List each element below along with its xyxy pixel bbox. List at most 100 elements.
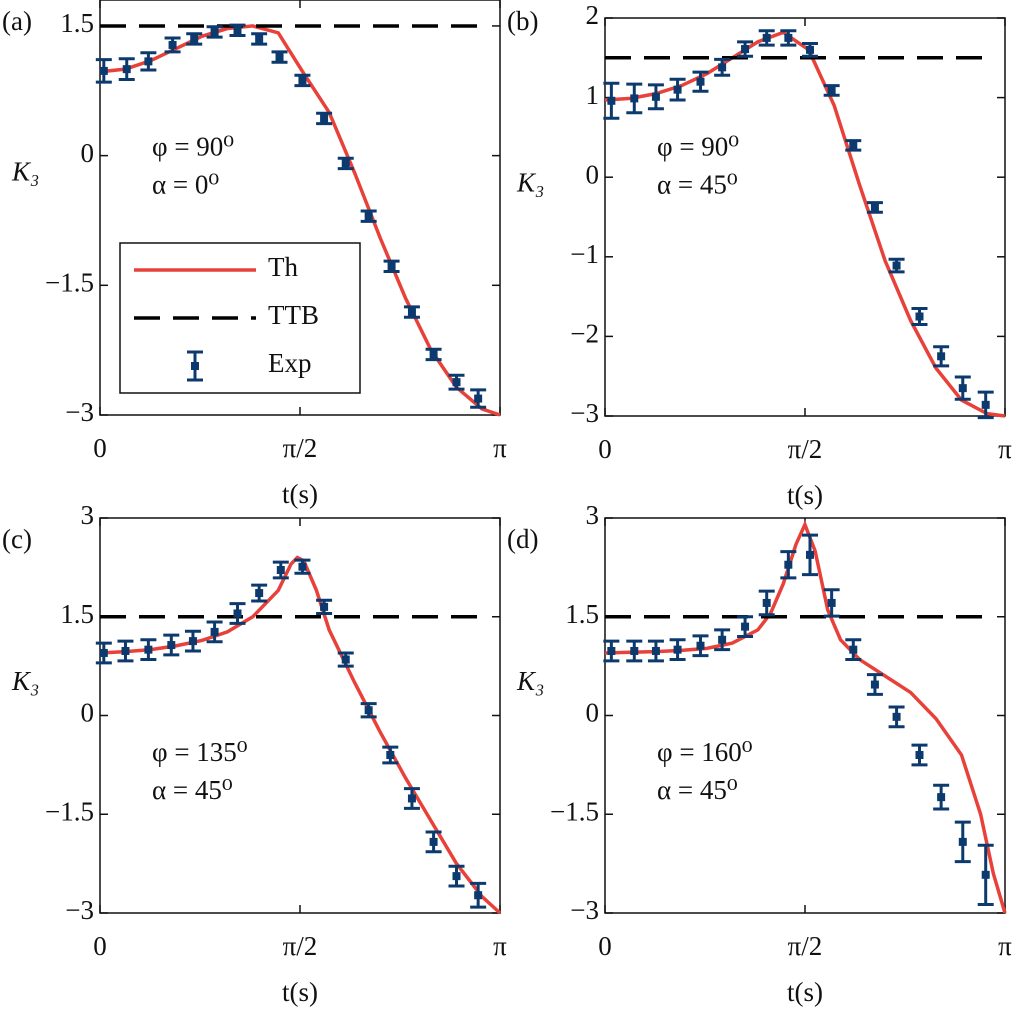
data-point (121, 646, 130, 655)
data-point (762, 598, 771, 607)
y-tick-label: −3 (65, 895, 94, 925)
data-point (474, 394, 483, 403)
data-point (651, 646, 660, 655)
data-point (827, 598, 836, 607)
data-point (122, 65, 131, 74)
data-point (387, 262, 396, 271)
x-tick-label: π (493, 931, 507, 961)
data-point (937, 793, 946, 802)
data-point (958, 384, 967, 393)
data-point (255, 589, 264, 598)
data-point (188, 637, 197, 646)
data-point (275, 53, 284, 62)
annotation: α = 45⁰ (657, 775, 738, 805)
data-point (233, 609, 242, 618)
y-tick-label: −3 (570, 895, 599, 925)
y-tick-label: 1 (586, 80, 600, 110)
data-point (958, 837, 967, 846)
data-point (429, 837, 438, 846)
data-point (892, 261, 901, 270)
data-point (168, 40, 177, 49)
data-point (341, 159, 350, 168)
data-point (386, 751, 395, 759)
data-point (298, 562, 307, 571)
y-tick-label: −1 (570, 239, 599, 269)
legend-label: Th (268, 252, 298, 282)
y-tick-label: −2 (570, 319, 599, 349)
y-tick-label: 1.5 (60, 599, 94, 629)
data-point (827, 86, 836, 95)
annotation: α = 45⁰ (152, 775, 233, 805)
y-tick-label: 3 (81, 500, 95, 530)
x-axis-label: t(s) (787, 977, 823, 1007)
y-axis-label: K₃ (11, 666, 39, 696)
data-point (298, 76, 307, 85)
data-point (341, 655, 350, 664)
x-tick-label: π/2 (788, 931, 823, 961)
data-point (452, 872, 461, 881)
y-tick-label: 2 (586, 0, 600, 30)
annotation: φ = 160⁰ (657, 737, 753, 767)
annotation: φ = 135⁰ (152, 737, 248, 767)
y-tick-label: 0 (81, 698, 95, 728)
data-point (407, 308, 416, 317)
x-tick-label: π/2 (788, 434, 823, 464)
y-tick-label: −3 (65, 397, 94, 427)
data-point (805, 45, 814, 54)
data-point (607, 646, 616, 655)
data-point (276, 566, 285, 575)
x-tick-label: π/2 (283, 433, 318, 463)
data-point (741, 622, 750, 631)
data-point (915, 751, 924, 759)
data-point (981, 870, 990, 879)
panel-label: (c) (2, 524, 32, 554)
x-tick-label: π (493, 433, 507, 463)
y-tick-label: −1.5 (550, 796, 599, 826)
y-tick-label: 1.5 (60, 8, 94, 38)
y-tick-label: 1.5 (565, 599, 599, 629)
data-point (718, 63, 727, 72)
data-point (190, 34, 199, 43)
data-point (630, 646, 639, 655)
data-point (762, 33, 771, 42)
data-point (364, 212, 373, 221)
data-point (784, 560, 793, 569)
data-point (892, 712, 901, 721)
y-tick-label: −1.5 (45, 796, 94, 826)
plot-frame (99, 517, 501, 914)
data-point (407, 794, 416, 803)
data-point (696, 641, 705, 650)
x-tick-label: 0 (93, 931, 107, 961)
data-point (981, 400, 990, 409)
data-point (673, 85, 682, 94)
y-tick-label: 0 (81, 138, 95, 168)
legend-label: TTB (268, 300, 319, 330)
y-axis-label: K₃ (516, 666, 544, 696)
theory-line (604, 520, 1007, 914)
data-point (320, 602, 329, 611)
x-tick-label: π (998, 434, 1012, 464)
data-point (255, 34, 264, 43)
data-point (937, 352, 946, 361)
annotation: φ = 90⁰ (657, 132, 739, 162)
data-point (696, 77, 705, 86)
x-tick-label: π/2 (283, 931, 318, 961)
panel-label: (d) (507, 524, 538, 554)
annotation: φ = 90⁰ (152, 132, 234, 162)
data-point (99, 648, 108, 657)
data-point (741, 45, 750, 54)
annotation: α = 45⁰ (657, 170, 738, 200)
data-point (210, 627, 219, 636)
plot-frame (604, 517, 1006, 914)
x-tick-label: π (998, 931, 1012, 961)
data-point (99, 66, 108, 75)
data-point (915, 312, 924, 321)
data-point (452, 378, 461, 387)
x-tick-label: 0 (598, 931, 612, 961)
y-axis-label: K₃ (516, 167, 544, 197)
data-point (849, 645, 858, 654)
data-point (784, 33, 793, 42)
y-tick-label: −1.5 (45, 268, 94, 298)
data-point (630, 94, 639, 103)
